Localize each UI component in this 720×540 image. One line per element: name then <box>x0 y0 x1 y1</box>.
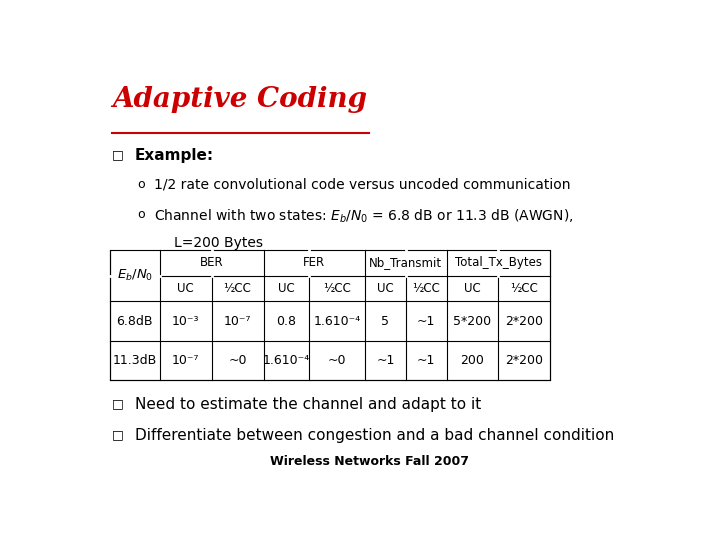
Text: 5*200: 5*200 <box>454 315 492 328</box>
Text: 10⁻⁷: 10⁻⁷ <box>172 354 199 367</box>
Text: Channel with two states: $E_b/N_0$ = 6.8 dB or 11.3 dB (AWGN),: Channel with two states: $E_b/N_0$ = 6.8… <box>154 208 574 225</box>
Text: 10⁻³: 10⁻³ <box>172 315 199 328</box>
Text: 5: 5 <box>382 315 390 328</box>
Text: 2*200: 2*200 <box>505 315 544 328</box>
Text: UC: UC <box>177 282 194 295</box>
Text: Adaptive Coding: Adaptive Coding <box>112 85 367 113</box>
Text: Wireless Networks Fall 2007: Wireless Networks Fall 2007 <box>269 455 469 468</box>
Text: 0.8: 0.8 <box>276 315 297 328</box>
Text: Differentiate between congestion and a bad channel condition: Differentiate between congestion and a b… <box>135 428 614 443</box>
Text: 6.8dB: 6.8dB <box>117 315 153 328</box>
Text: 1/2 rate convolutional code versus uncoded communication: 1/2 rate convolutional code versus uncod… <box>154 178 571 192</box>
Text: BER: BER <box>200 256 223 269</box>
Text: ½CC: ½CC <box>510 282 539 295</box>
Text: UC: UC <box>377 282 394 295</box>
Text: 1.610⁻⁴: 1.610⁻⁴ <box>314 315 361 328</box>
Text: ~1: ~1 <box>417 315 436 328</box>
Text: L=200 Bytes: L=200 Bytes <box>174 236 263 250</box>
Text: ½CC: ½CC <box>413 282 440 295</box>
Text: ~0: ~0 <box>328 354 346 367</box>
Text: □: □ <box>112 428 124 441</box>
Text: Example:: Example: <box>135 148 214 163</box>
Text: 1.610⁻⁴: 1.610⁻⁴ <box>263 354 310 367</box>
Text: ½CC: ½CC <box>323 282 351 295</box>
Text: □: □ <box>112 397 124 410</box>
Text: Nb_Transmit: Nb_Transmit <box>369 256 442 269</box>
Text: ~1: ~1 <box>377 354 395 367</box>
Text: Need to estimate the channel and adapt to it: Need to estimate the channel and adapt t… <box>135 397 481 412</box>
Text: □: □ <box>112 148 124 161</box>
Text: FER: FER <box>303 256 325 269</box>
Text: 11.3dB: 11.3dB <box>112 354 157 367</box>
Text: UC: UC <box>278 282 294 295</box>
Text: 2*200: 2*200 <box>505 354 544 367</box>
Bar <box>109 250 550 380</box>
Text: UC: UC <box>464 282 481 295</box>
Text: Total_Tx_Bytes: Total_Tx_Bytes <box>455 256 542 269</box>
Text: $E_b/N_0$: $E_b/N_0$ <box>117 268 153 283</box>
Text: 200: 200 <box>461 354 485 367</box>
Text: ½CC: ½CC <box>224 282 251 295</box>
Text: o: o <box>138 208 145 221</box>
Text: ~0: ~0 <box>228 354 247 367</box>
Text: ~1: ~1 <box>417 354 436 367</box>
Text: 10⁻⁷: 10⁻⁷ <box>224 315 251 328</box>
Text: o: o <box>138 178 145 191</box>
